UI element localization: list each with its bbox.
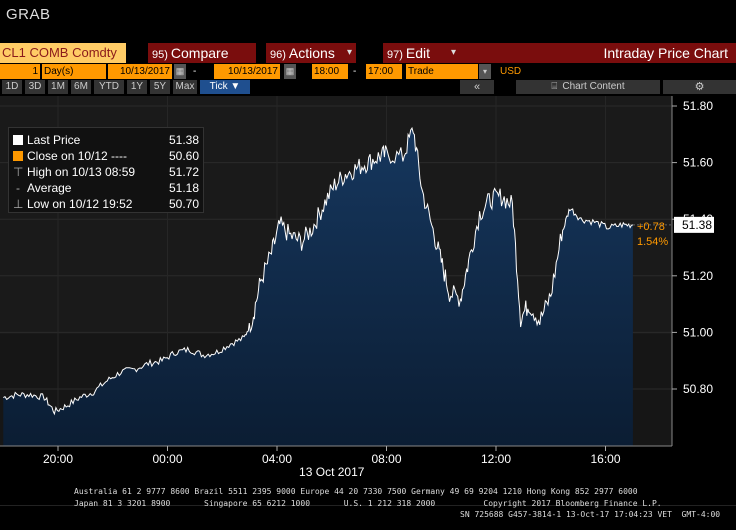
end-date-field[interactable]: 10/13/2017 [214, 64, 280, 79]
price-chart[interactable]: 50.8051.0051.2051.4051.6051.8020:0000:00… [0, 96, 736, 480]
footer-divider [0, 505, 736, 506]
time-separator: - [353, 66, 357, 77]
compare-button[interactable]: 95) Compare [148, 43, 256, 63]
change-value: +0.78 [637, 221, 665, 233]
average-marker-icon: - [16, 181, 20, 195]
compare-label: Compare [170, 45, 229, 61]
x-tick-label: 08:00 [371, 452, 401, 466]
actions-label: Actions [288, 45, 335, 61]
y-tick-label: 50.80 [683, 382, 713, 396]
security-ticker-field[interactable]: CL1 COMB Comdty [0, 43, 126, 63]
y-tick-label: 51.60 [683, 156, 713, 170]
price-line[interactable] [3, 126, 634, 416]
y-axis-background [672, 96, 736, 446]
x-tick-label: 04:00 [262, 452, 292, 466]
chart-legend: Last Price 51.38 Close on 10/12 ---- 50.… [8, 127, 204, 213]
x-tick-label: 16:00 [590, 452, 620, 466]
footer-contacts-line1: Australia 61 2 9777 8600 Brazil 5511 239… [74, 487, 638, 496]
legend-last-price[interactable]: Last Price 51.38 [13, 132, 201, 148]
edit-label: Edit [405, 45, 431, 61]
event-type-field[interactable]: Trade [406, 64, 478, 79]
change-percent: 1.54% [637, 236, 668, 248]
x-tick-label: 20:00 [43, 452, 73, 466]
date-separator: - [193, 66, 197, 77]
last-price-tag[interactable] [674, 216, 714, 233]
start-calendar-icon[interactable]: ▦ [174, 64, 186, 79]
legend-low-label: Low on 10/12 19:52 [27, 197, 133, 211]
legend-high-value: 51.72 [169, 165, 200, 179]
y-tick-label: 51.20 [683, 269, 713, 283]
low-marker-icon: ⊥ [13, 197, 24, 211]
actions-num: 96) [270, 49, 286, 61]
last-price-tag-value: 51.38 [682, 218, 712, 232]
range-tab-1d[interactable]: 1D [2, 80, 22, 94]
collapse-panel-button[interactable]: « [460, 80, 494, 94]
start-date-field[interactable]: 10/13/2017 [108, 64, 172, 79]
range-tab-5y[interactable]: 5Y [150, 80, 170, 94]
y-tick-label: 51.00 [683, 325, 713, 339]
last-price-swatch [13, 135, 23, 145]
event-dropdown-icon[interactable]: ▾ [479, 64, 491, 79]
compare-num: 95) [152, 49, 168, 61]
end-calendar-icon[interactable]: ▦ [284, 64, 296, 79]
range-tab-ytd[interactable]: YTD [94, 80, 124, 94]
settings-gear-icon[interactable]: ⚙ [663, 80, 736, 94]
range-tab-max[interactable]: Max [173, 80, 197, 94]
actions-caret-icon: ▾ [346, 47, 352, 58]
range-tab-tick[interactable]: Tick ▼ [200, 80, 250, 94]
legend-last-value: 51.38 [169, 133, 200, 147]
view-title: Intraday Price Chart [460, 43, 736, 63]
chart-content-icon: ⌸ [551, 81, 558, 92]
actions-menu[interactable]: 96) Actions ▾ [266, 43, 356, 63]
period-unit-field[interactable]: Day(s) [42, 64, 106, 79]
close-swatch [13, 151, 23, 161]
edit-num: 97) [387, 49, 403, 61]
legend-low-value: 50.70 [169, 197, 200, 211]
edit-menu[interactable]: 97) Edit ▾ [383, 43, 460, 63]
price-area [3, 128, 633, 446]
chart-content-button[interactable]: ⌸ Chart Content [516, 80, 660, 94]
range-tab-3d[interactable]: 3D [25, 80, 45, 94]
legend-close-label: Close on 10/12 ---- [27, 149, 128, 163]
period-count-field[interactable]: 1 [0, 64, 40, 79]
footer-contacts-line2: Japan 81 3 3201 8900 Singapore 65 6212 1… [74, 499, 662, 508]
range-tab-6m[interactable]: 6M [71, 80, 91, 94]
x-tick-label: 00:00 [152, 452, 182, 466]
legend-average[interactable]: - Average 51.18 [13, 180, 201, 196]
legend-close[interactable]: Close on 10/12 ---- 50.60 [13, 148, 201, 164]
chart-content-label: Chart Content [562, 81, 625, 92]
legend-average-label: Average [27, 181, 72, 195]
legend-low[interactable]: ⊥ Low on 10/12 19:52 50.70 [13, 196, 201, 212]
y-tick-label: 51.80 [683, 99, 713, 113]
range-tab-1y[interactable]: 1Y [127, 80, 147, 94]
legend-average-value: 51.18 [169, 181, 200, 195]
high-marker-icon: ⊤ [13, 165, 24, 179]
start-time-field[interactable]: 18:00 [312, 64, 348, 79]
end-time-field[interactable]: 17:00 [366, 64, 402, 79]
legend-high-label: High on 10/13 08:59 [27, 165, 136, 179]
x-tick-label: 12:00 [481, 452, 511, 466]
footer-serial: SN 725688 G457-3814-1 13-Oct-17 17:04:23… [460, 510, 721, 519]
legend-high[interactable]: ⊤ High on 10/13 08:59 51.72 [13, 164, 201, 180]
legend-last-label: Last Price [27, 133, 81, 147]
legend-close-value: 50.60 [169, 149, 200, 163]
range-tab-1m[interactable]: 1M [48, 80, 68, 94]
x-axis-label: 13 Oct 2017 [299, 465, 365, 479]
window-title: GRAB [6, 6, 51, 23]
edit-caret-icon: ▾ [450, 47, 456, 58]
currency-field[interactable]: USD [500, 66, 522, 77]
